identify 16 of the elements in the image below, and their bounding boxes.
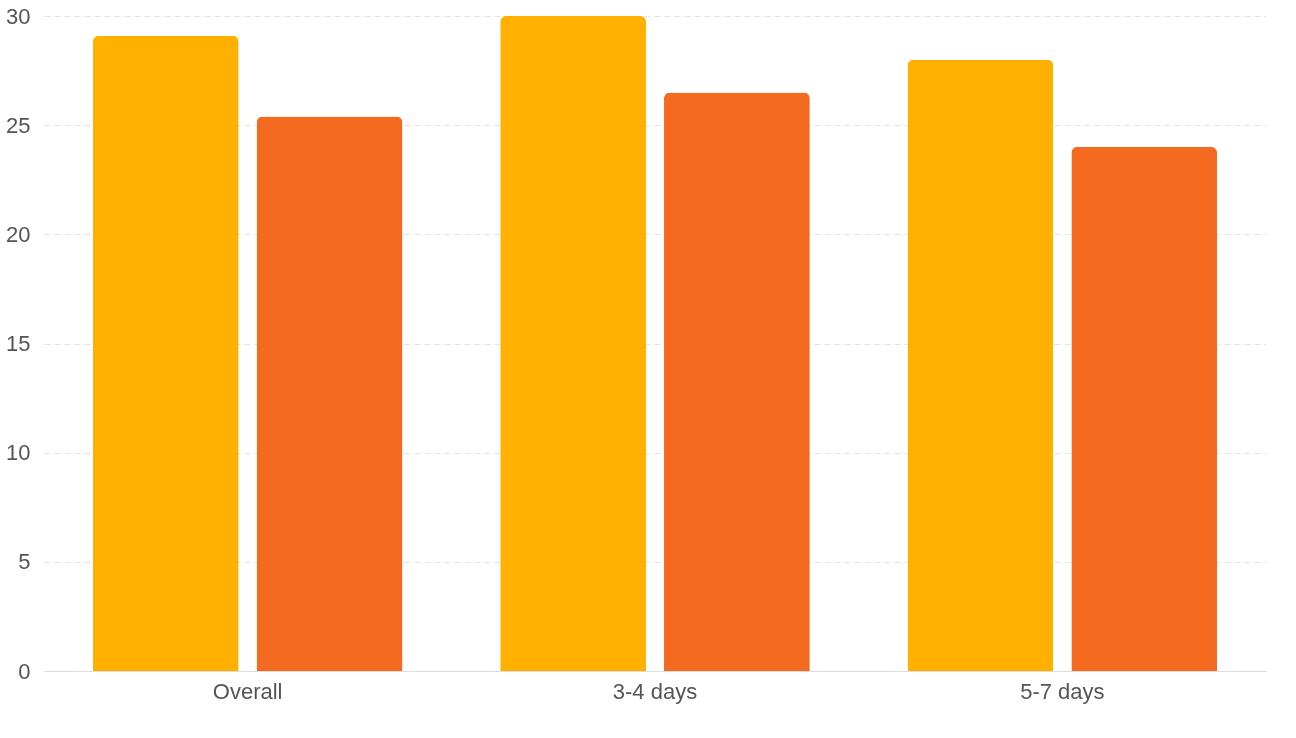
x-tick-label: Overall bbox=[212, 678, 283, 704]
y-tick-label: 25 bbox=[6, 112, 31, 138]
bar bbox=[500, 16, 646, 671]
bar bbox=[256, 116, 403, 671]
x-tick-label: 3-4 days bbox=[612, 678, 698, 704]
bar bbox=[907, 59, 1054, 671]
bar bbox=[664, 92, 810, 671]
bar bbox=[92, 35, 239, 671]
y-tick-label: 0 bbox=[18, 658, 31, 684]
y-tick-label: 30 bbox=[6, 3, 31, 29]
y-tick-label: 15 bbox=[6, 331, 31, 356]
x-tick-label: 5-7 days bbox=[1020, 678, 1105, 704]
y-tick-label: 10 bbox=[6, 440, 31, 466]
y-tick-label: 20 bbox=[6, 221, 31, 247]
y-tick-label: 5 bbox=[18, 549, 31, 575]
bar bbox=[1071, 147, 1218, 671]
